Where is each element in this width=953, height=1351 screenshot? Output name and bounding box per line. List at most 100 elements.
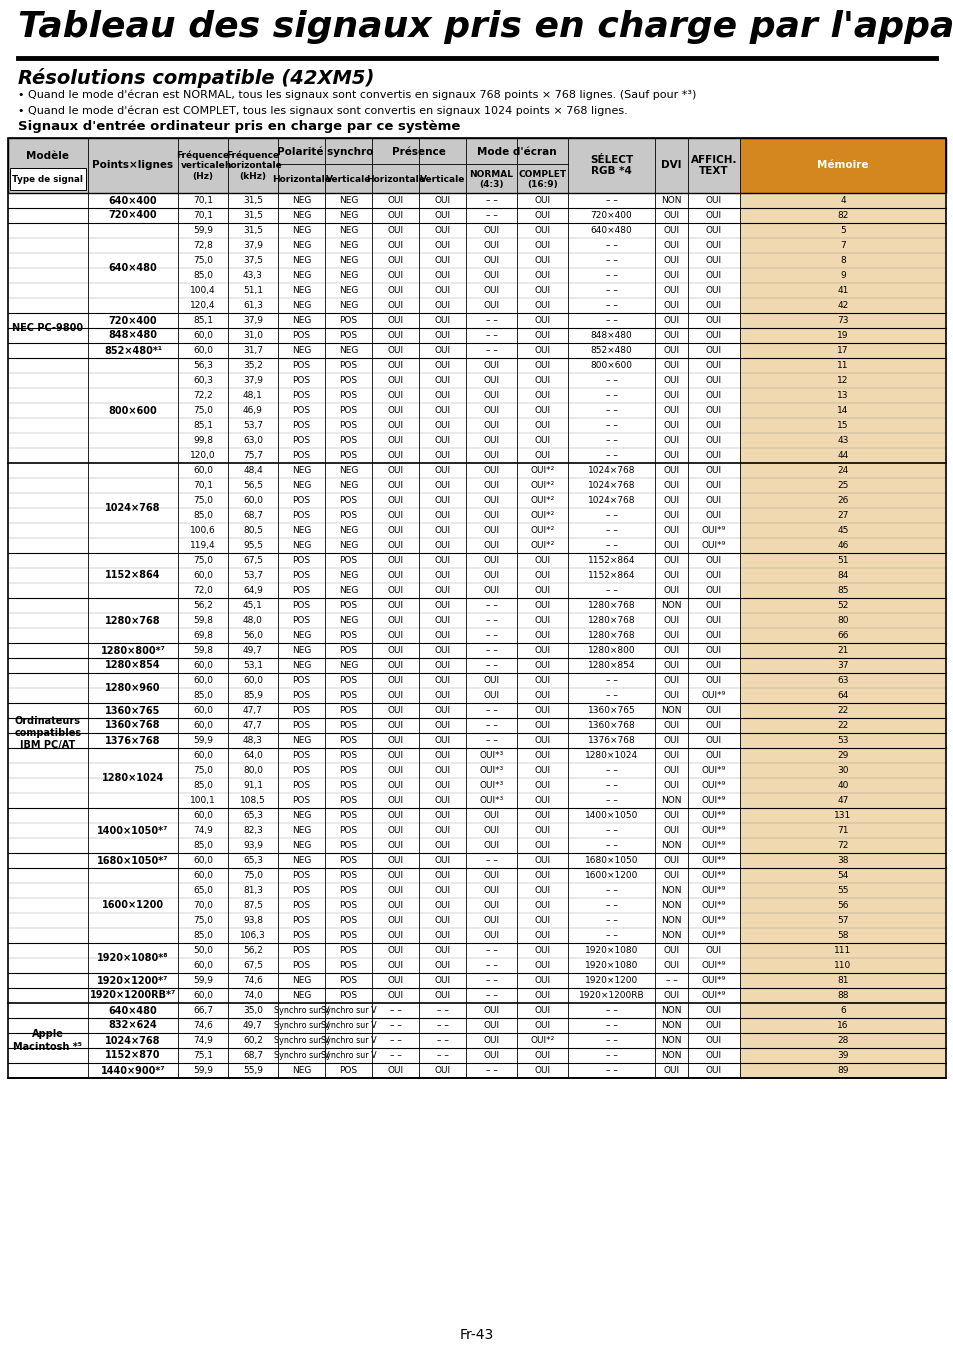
Text: 75,0: 75,0	[193, 557, 213, 565]
Text: NEG: NEG	[292, 811, 311, 820]
Text: OUI*⁹: OUI*⁹	[701, 901, 725, 911]
Text: 852×480: 852×480	[590, 346, 632, 355]
Text: OUI: OUI	[534, 1051, 550, 1061]
Text: OUI: OUI	[534, 316, 550, 326]
Text: OUI: OUI	[483, 676, 499, 685]
Text: OUI: OUI	[387, 601, 403, 611]
Text: OUI: OUI	[483, 526, 499, 535]
Text: OUI*²: OUI*²	[530, 466, 554, 476]
Text: 37,5: 37,5	[243, 255, 263, 265]
Text: NON: NON	[660, 1051, 681, 1061]
Text: POS: POS	[293, 451, 311, 459]
Text: 1920×1080: 1920×1080	[584, 946, 638, 955]
Text: 60,0: 60,0	[193, 811, 213, 820]
Bar	[740, 313, 945, 328]
Text: OUI: OUI	[434, 871, 450, 880]
Text: NEG: NEG	[338, 466, 357, 476]
Text: NEG: NEG	[292, 196, 311, 205]
Text: OUI: OUI	[705, 346, 721, 355]
Text: 64: 64	[837, 690, 848, 700]
Text: 640×480: 640×480	[590, 226, 632, 235]
Text: – –: – –	[605, 1006, 617, 1015]
Text: 31,5: 31,5	[243, 196, 263, 205]
Text: Mémoire: Mémoire	[817, 161, 868, 170]
Text: 91,1: 91,1	[243, 781, 263, 790]
Text: – –: – –	[485, 616, 497, 626]
Text: 42: 42	[837, 301, 848, 309]
Text: OUI: OUI	[534, 255, 550, 265]
Text: OUI: OUI	[705, 196, 721, 205]
Text: OUI: OUI	[662, 451, 679, 459]
Text: 70,1: 70,1	[193, 211, 213, 220]
Bar	[8, 417, 945, 434]
Text: Horizontale: Horizontale	[366, 174, 424, 184]
Text: 49,7: 49,7	[243, 646, 263, 655]
Text: OUI: OUI	[662, 586, 679, 594]
Text: OUI: OUI	[534, 557, 550, 565]
Text: 1280×768: 1280×768	[105, 616, 161, 626]
Text: NEG: NEG	[292, 346, 311, 355]
Bar	[740, 717, 945, 734]
Text: POS: POS	[339, 496, 357, 505]
Text: NEG: NEG	[338, 240, 357, 250]
Text: OUI: OUI	[534, 390, 550, 400]
Text: OUI: OUI	[534, 796, 550, 805]
Text: OUI: OUI	[434, 961, 450, 970]
Text: OUI: OUI	[434, 451, 450, 459]
Text: 66,7: 66,7	[193, 1006, 213, 1015]
Text: – –: – –	[485, 211, 497, 220]
Text: OUI: OUI	[662, 825, 679, 835]
Text: OUI: OUI	[662, 631, 679, 640]
Text: OUI: OUI	[434, 992, 450, 1000]
Bar	[740, 763, 945, 778]
Text: OUI: OUI	[387, 407, 403, 415]
Text: – –: – –	[605, 886, 617, 894]
Text: OUI*⁹: OUI*⁹	[701, 992, 725, 1000]
Bar	[740, 688, 945, 703]
Text: OUI: OUI	[705, 601, 721, 611]
Text: – –: – –	[485, 346, 497, 355]
Text: NEG: NEG	[338, 346, 357, 355]
Text: OUI: OUI	[483, 1051, 499, 1061]
Bar	[740, 253, 945, 267]
Text: OUI: OUI	[534, 346, 550, 355]
Text: OUI: OUI	[434, 946, 450, 955]
Text: OUI: OUI	[434, 781, 450, 790]
Text: – –: – –	[485, 707, 497, 715]
Text: POS: POS	[293, 886, 311, 894]
Text: OUI: OUI	[387, 825, 403, 835]
Text: 85,0: 85,0	[193, 842, 213, 850]
Text: OUI: OUI	[387, 526, 403, 535]
Text: NON: NON	[660, 842, 681, 850]
Text: POS: POS	[339, 407, 357, 415]
Text: OUI*³: OUI*³	[478, 766, 503, 775]
Text: POS: POS	[339, 376, 357, 385]
Text: 95,5: 95,5	[243, 540, 263, 550]
Text: POS: POS	[339, 796, 357, 805]
Text: Type de signal: Type de signal	[12, 174, 84, 184]
Text: POS: POS	[339, 422, 357, 430]
Text: 75,0: 75,0	[193, 496, 213, 505]
Text: POS: POS	[339, 511, 357, 520]
Text: 56,2: 56,2	[243, 946, 263, 955]
Text: 119,4: 119,4	[190, 540, 215, 550]
Bar	[740, 417, 945, 434]
Bar	[740, 538, 945, 553]
Text: POS: POS	[293, 511, 311, 520]
Text: OUI: OUI	[662, 690, 679, 700]
Bar	[8, 343, 945, 358]
Bar	[8, 852, 945, 867]
Text: POS: POS	[339, 361, 357, 370]
Text: 1400×1050: 1400×1050	[584, 811, 638, 820]
Text: – –: – –	[605, 526, 617, 535]
Text: NEG: NEG	[292, 540, 311, 550]
Text: OUI: OUI	[387, 226, 403, 235]
Text: OUI: OUI	[662, 616, 679, 626]
Text: Synchro sur V: Synchro sur V	[274, 1051, 329, 1061]
Text: 1024×768: 1024×768	[587, 481, 635, 490]
Text: OUI: OUI	[705, 676, 721, 685]
Text: 60,0: 60,0	[193, 857, 213, 865]
Text: – –: – –	[485, 196, 497, 205]
Text: NON: NON	[660, 1036, 681, 1046]
Text: OUI: OUI	[534, 931, 550, 940]
